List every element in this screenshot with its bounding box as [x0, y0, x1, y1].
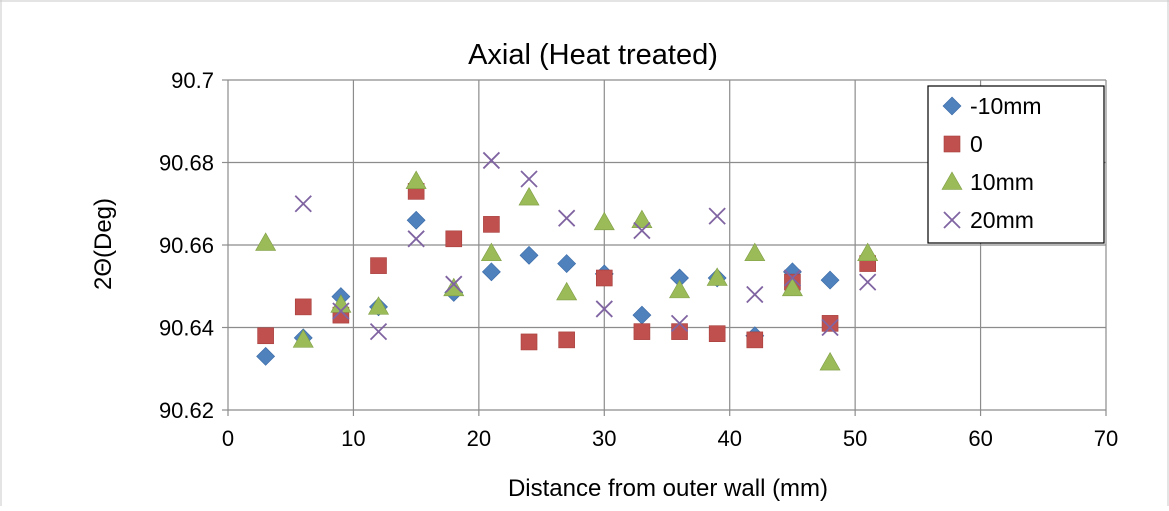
data-point [747, 332, 763, 348]
data-point [822, 315, 838, 331]
data-point [821, 271, 839, 289]
data-point [256, 233, 276, 251]
data-point [406, 171, 426, 189]
data-point [860, 274, 876, 290]
data-point [858, 243, 878, 261]
data-point [482, 263, 500, 281]
data-point [633, 306, 651, 324]
y-axis-label: 2Θ(Deg) [90, 198, 117, 290]
data-point [709, 208, 725, 224]
legend-label: -10mm [970, 93, 1042, 119]
legend-marker [944, 136, 960, 152]
data-point [444, 278, 464, 296]
y-tick-label: 90.62 [159, 398, 214, 423]
data-point [257, 347, 275, 365]
data-point [521, 334, 537, 350]
legend: -10mm 0 10mm 20mm [928, 86, 1104, 243]
x-axis-label: Distance from outer wall (mm) [508, 475, 828, 502]
data-point [521, 171, 537, 187]
data-point [483, 152, 499, 168]
data-point [670, 280, 690, 298]
data-point [559, 210, 575, 226]
x-tick-label: 70 [1094, 426, 1118, 451]
legend-label: 10mm [970, 169, 1034, 195]
data-point [596, 270, 612, 286]
x-tick-label: 50 [843, 426, 867, 451]
data-point [747, 287, 763, 303]
data-point [295, 299, 311, 315]
data-point [481, 243, 501, 261]
data-point [483, 216, 499, 232]
data-point [559, 332, 575, 348]
data-point [519, 188, 539, 206]
data-point [709, 326, 725, 342]
y-tick-label: 90.66 [159, 233, 214, 258]
data-point [820, 353, 840, 371]
data-point [672, 324, 688, 340]
x-tick-label: 0 [222, 426, 234, 451]
data-point [407, 211, 425, 229]
data-point [371, 324, 387, 340]
data-point [634, 324, 650, 340]
data-point [557, 282, 577, 300]
data-point [745, 243, 765, 261]
data-point [520, 246, 538, 264]
x-tick-label: 30 [592, 426, 616, 451]
data-point [295, 196, 311, 212]
data-point [594, 212, 614, 230]
x-tick-label: 20 [467, 426, 491, 451]
chart-title: Axial (Heat treated) [468, 39, 718, 71]
y-tick-label: 90.64 [159, 316, 214, 341]
legend-label: 20mm [970, 207, 1034, 233]
y-tick-label: 90.7 [171, 68, 214, 93]
data-point [558, 255, 576, 273]
points-layer [256, 152, 878, 370]
x-tick-label: 60 [968, 426, 992, 451]
x-tick-label: 40 [717, 426, 741, 451]
x-tick-label: 10 [341, 426, 365, 451]
data-point [258, 328, 274, 344]
data-point [632, 210, 652, 228]
data-point [371, 258, 387, 274]
y-tick-label: 90.68 [159, 151, 214, 176]
data-point [446, 231, 462, 247]
legend-label: 0 [970, 131, 983, 157]
